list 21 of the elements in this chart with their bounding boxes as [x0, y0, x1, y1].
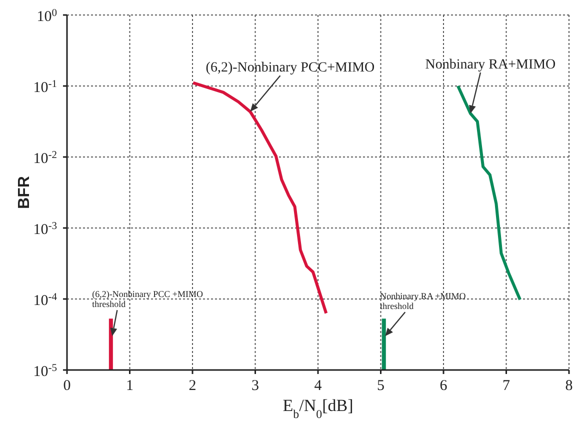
- x-tick-label: 6: [440, 378, 448, 394]
- x-tick-label: 1: [126, 378, 134, 394]
- x-tick-label: 5: [377, 378, 384, 394]
- x-tick-label: 7: [502, 378, 510, 394]
- y-tick-label: 10$^{-4}$: [33, 292, 58, 309]
- x-tick-label: 0: [63, 378, 71, 394]
- y-tick-label: 10$^{-2}$: [33, 150, 57, 167]
- x-axis-title: E$_{b}$/N$_{0}$[dB]: [282, 396, 354, 421]
- annotation: Nonbinary RA+MIMO: [425, 57, 556, 72]
- y-tick-label: 10$^{-1}$: [33, 78, 57, 96]
- y-tick-label: 10$^{-5}$: [33, 362, 57, 380]
- x-tick-label: 8: [565, 378, 573, 394]
- x-tick-label: 4: [314, 378, 322, 394]
- x-tick-label: 2: [188, 378, 196, 394]
- annotation: (6,2)-Nonbinary PCC+MIMO: [206, 60, 375, 76]
- y-tick-label: 10$^{0}$: [36, 8, 57, 25]
- annotation: Nonbinary RA +MIMO threshold: [380, 291, 466, 312]
- annotation: (6,2)-Nonbinary PCC +MIMO threshold: [92, 289, 204, 310]
- y-tick-label: 10$^{-3}$: [33, 220, 57, 238]
- y-axis-title: BFR: [16, 176, 34, 209]
- x-tick-label: 3: [252, 378, 259, 394]
